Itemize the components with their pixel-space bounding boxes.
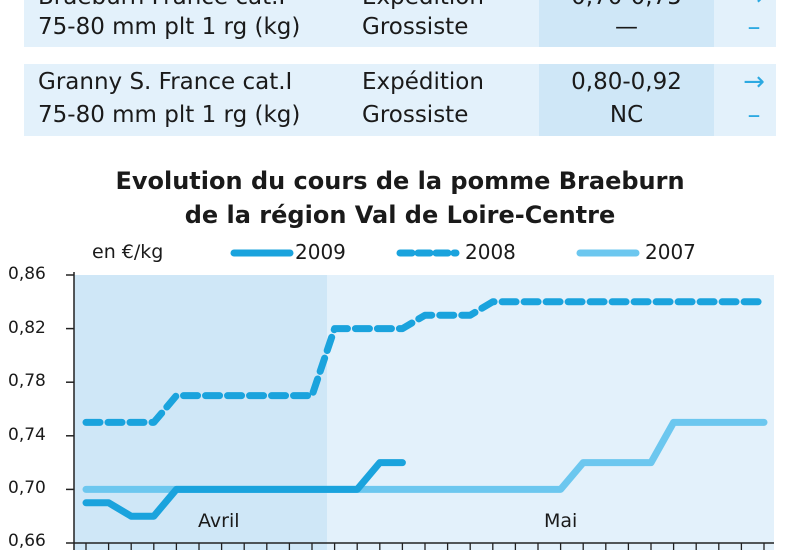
- x-label-april: Avril: [198, 510, 240, 532]
- series-line-2008: [82, 298, 768, 426]
- product-name: Braeburn France cat.I: [38, 0, 285, 14]
- price-value: NC: [609, 102, 644, 128]
- trend-arrow-icon: →: [732, 0, 776, 14]
- y-tick-label: 0,82: [8, 318, 46, 338]
- legend-label-2008: 2008: [465, 240, 516, 264]
- market-stage: Grossiste: [362, 102, 469, 128]
- market-stage: Expédition: [362, 0, 484, 14]
- price-column-bg: [539, 0, 714, 47]
- price-row-granny: Granny S. France cat.I 75-80 mm plt 1 rg…: [24, 64, 776, 136]
- y-tick-label: 0,70: [8, 478, 46, 498]
- price-row-braeburn: Braeburn France cat.I 75-80 mm plt 1 rg …: [24, 0, 776, 47]
- x-label-may: Mai: [544, 510, 578, 532]
- chart-title: Evolution du cours de la pomme Braeburn: [115, 167, 685, 195]
- chart-subtitle: de la région Val de Loire-Centre: [184, 201, 616, 229]
- trend-arrow-icon: →: [743, 67, 765, 97]
- y-tick-label: 0,66: [8, 531, 46, 551]
- trend-dash-icon: –: [747, 12, 761, 42]
- product-spec: 75-80 mm plt 1 rg (kg): [38, 102, 301, 128]
- legend-label-2009: 2009: [295, 240, 346, 264]
- trend-dash-icon: –: [747, 100, 761, 130]
- price-value: 0,80-0,92: [571, 69, 682, 95]
- market-stage: Grossiste: [362, 14, 469, 40]
- legend: [230, 249, 640, 257]
- market-stage: Expédition: [362, 69, 484, 95]
- product-name: Granny S. France cat.I: [38, 69, 293, 95]
- legend-label-2007: 2007: [645, 240, 696, 264]
- y-tick-label: 0,74: [8, 425, 46, 445]
- series-line-2009: [82, 459, 406, 520]
- y-tick-label: 0,86: [8, 264, 46, 284]
- price-value: 0,70-0,75: [539, 0, 714, 14]
- product-spec: 75-80 mm plt 1 rg (kg): [38, 14, 301, 40]
- price-column-bg: [539, 64, 714, 136]
- price-value: —: [615, 14, 638, 40]
- y-tick-label: 0,78: [8, 371, 46, 391]
- y-axis-unit: en €/kg: [92, 241, 164, 263]
